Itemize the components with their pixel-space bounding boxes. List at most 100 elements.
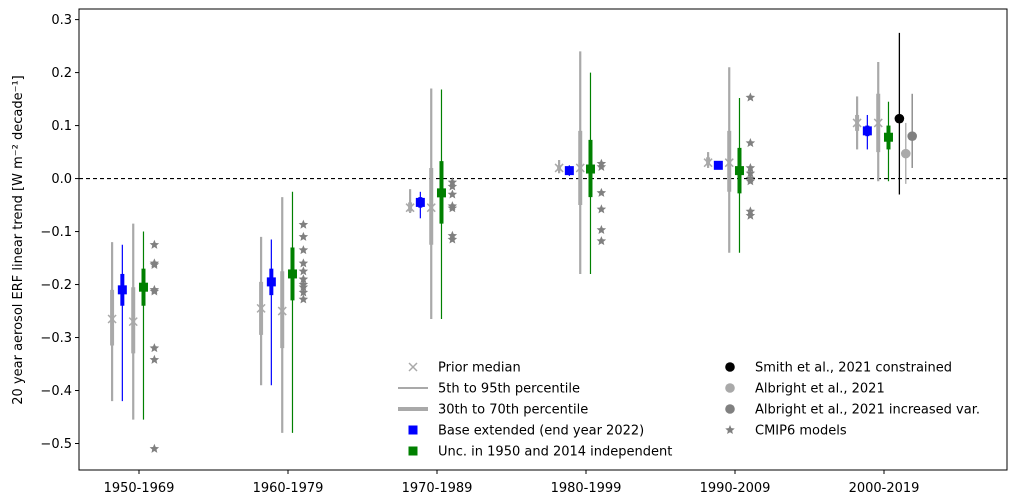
y-tick-label: −0.1 xyxy=(40,225,72,240)
median-square xyxy=(287,269,297,279)
cmip6-model-star xyxy=(745,168,756,178)
median-square xyxy=(266,277,276,287)
cmip6-model-star xyxy=(298,219,309,229)
median-square xyxy=(713,160,723,170)
cmip6-model-star xyxy=(149,286,160,296)
legend-square-marker xyxy=(408,425,418,435)
prior-median-x xyxy=(256,303,266,313)
y-tick-label: 0.1 xyxy=(51,119,72,134)
y-tick-label: −0.4 xyxy=(40,384,72,399)
legend-label: Unc. in 1950 and 2014 independent xyxy=(438,445,672,460)
legend-label: Base extended (end year 2022) xyxy=(438,424,644,439)
cmip6-model-star xyxy=(596,187,607,197)
y-tick-label: 0.2 xyxy=(51,66,72,81)
median-square xyxy=(883,132,893,142)
cmip6-model-star xyxy=(596,224,607,235)
legend-star-marker xyxy=(725,425,735,435)
legend: Prior median 5th to 95th percentile 30th t… xyxy=(398,361,980,460)
y-tick-label: −0.3 xyxy=(40,331,72,346)
median-square xyxy=(415,197,425,207)
prior-median-x xyxy=(426,203,436,213)
x-tick-label: 1980-1999 xyxy=(551,481,622,496)
legend-circle-marker xyxy=(725,404,735,414)
cmip6-model-star xyxy=(447,203,458,213)
cmip6-model-star xyxy=(447,234,458,244)
x-tick-label: 1970-1989 xyxy=(402,481,473,496)
legend-entry: 5th to 95th percentile xyxy=(398,382,580,397)
cmip6-model-star xyxy=(298,245,309,255)
legend-label: 5th to 95th percentile xyxy=(438,382,580,397)
y-axis-label: 20 year aerosol ERF linear trend [W m⁻² … xyxy=(11,75,26,404)
cmip6-model-star xyxy=(596,161,607,171)
cmip6-model-star xyxy=(745,138,756,148)
cmip6-model-star xyxy=(596,204,607,214)
prior-median-x xyxy=(277,306,287,316)
median-square xyxy=(138,282,148,292)
legend-entry: Prior median xyxy=(408,361,521,376)
prior-median-x xyxy=(873,118,883,128)
x-tick-label: 1990-2009 xyxy=(700,481,771,496)
prior-median-x xyxy=(554,163,564,173)
cmip6-model-star xyxy=(298,258,309,268)
y-tick-label: −0.2 xyxy=(40,278,72,293)
y-tick-label: −0.5 xyxy=(40,437,72,452)
legend-label: Albright et al., 2021 xyxy=(755,382,885,397)
cmip6-model-star xyxy=(745,92,756,102)
legend-square-marker xyxy=(408,446,418,456)
legend-entry: Albright et al., 2021 increased var. xyxy=(725,403,980,418)
cmip6-model-star xyxy=(298,282,309,292)
cmip6-model-star xyxy=(149,443,160,453)
legend-entry: Base extended (end year 2022) xyxy=(408,424,644,439)
median-circle xyxy=(900,148,911,159)
cmip6-model-star xyxy=(149,354,160,364)
legend-label: 30th to 70th percentile xyxy=(438,403,588,418)
prior-median-x xyxy=(724,158,734,168)
legend-label: Albright et al., 2021 increased var. xyxy=(755,403,980,418)
cmip6-model-star xyxy=(447,189,458,199)
data-layer xyxy=(107,32,917,453)
legend-entry: Unc. in 1950 and 2014 independent xyxy=(408,445,672,460)
median-square xyxy=(117,285,127,295)
prior-median-x xyxy=(107,314,117,324)
x-tick-label: 2000-2019 xyxy=(849,481,920,496)
cmip6-model-star xyxy=(745,162,756,173)
median-square xyxy=(585,164,595,174)
cmip6-model-star xyxy=(745,210,756,220)
cmip6-model-star xyxy=(298,274,309,284)
cmip6-model-star xyxy=(596,236,607,246)
legend-x-marker xyxy=(408,362,418,372)
cmip6-model-star xyxy=(298,294,309,304)
legend-entry: 30th to 70th percentile xyxy=(398,403,588,418)
median-square xyxy=(734,166,744,176)
prior-median-x xyxy=(575,163,585,173)
legend-entry: Smith et al., 2021 constrained xyxy=(725,361,952,376)
plot-frame xyxy=(78,8,1008,471)
cmip6-model-star xyxy=(298,231,309,241)
prior-median-x xyxy=(128,317,138,327)
median-circle xyxy=(907,131,917,141)
legend-circle-marker xyxy=(725,362,735,372)
cmip6-model-star xyxy=(745,176,756,186)
x-tick-label: 1950-1969 xyxy=(104,481,175,496)
cmip6-model-star xyxy=(447,181,458,191)
cmip6-model-star xyxy=(298,266,309,276)
legend-label: Prior median xyxy=(438,361,521,376)
prior-median-x xyxy=(703,158,713,168)
median-square xyxy=(436,188,446,198)
cmip6-model-star xyxy=(149,259,160,269)
axis-layer: −0.5 −0.4 −0.3 −0.2 −0.1 0.0 0.1 0.2 0.3 1950-196… xyxy=(40,13,919,496)
cmip6-model-star xyxy=(149,239,160,249)
median-square xyxy=(564,166,574,176)
y-tick-label: 0.3 xyxy=(51,13,72,28)
x-tick-label: 1960-1979 xyxy=(253,481,324,496)
cmip6-model-star xyxy=(149,343,160,353)
prior-median-x xyxy=(405,203,415,213)
legend-label: Smith et al., 2021 constrained xyxy=(755,361,952,376)
cmip6-model-star xyxy=(298,287,309,297)
median-square xyxy=(862,126,872,136)
legend-entry: CMIP6 models xyxy=(725,424,847,439)
median-circle xyxy=(894,113,905,124)
legend-circle-marker xyxy=(725,383,735,393)
